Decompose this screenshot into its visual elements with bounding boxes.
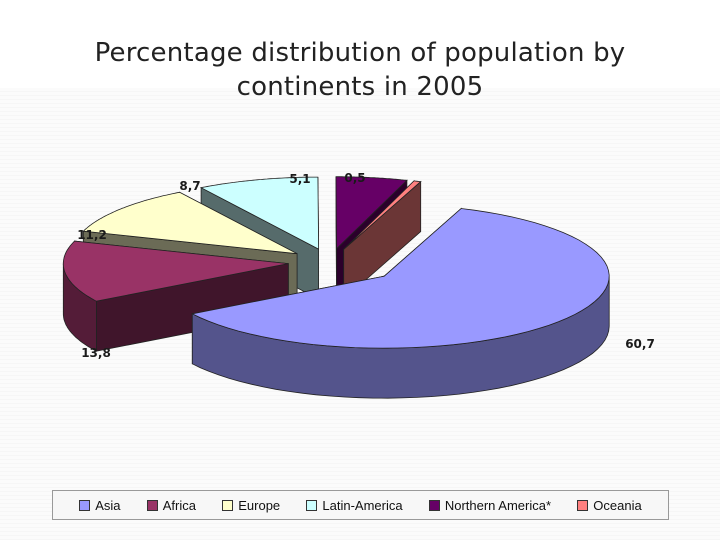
data-label: 5,1 (289, 172, 310, 186)
chart-title: Percentage distribution of population by… (94, 38, 626, 102)
legend-item: Oceania (577, 497, 642, 513)
legend-swatch (146, 499, 158, 511)
legend-item: Northern America* (428, 497, 552, 513)
legend-label: Latin-America (322, 497, 403, 513)
legend-swatch (428, 499, 440, 511)
pie-slice-asia (191, 208, 610, 349)
legend-label: Northern America* (444, 497, 552, 513)
legend-swatch (306, 499, 318, 511)
legend-item: Asia (79, 497, 121, 513)
pie-slice-northern-america (335, 176, 408, 250)
pie-slice-africa (62, 240, 289, 302)
data-label: 8,7 (179, 179, 200, 193)
legend-label: Europe (238, 497, 281, 513)
legend-label: Oceania (593, 497, 642, 513)
legend-label: Asia (95, 497, 121, 513)
legend-swatch (222, 499, 234, 511)
legend-item: Europe (222, 498, 280, 513)
legend-item: Africa (146, 497, 196, 513)
pie-slice-europe (82, 191, 298, 255)
data-label: 0,5 (344, 171, 365, 185)
data-label: 11,2 (77, 228, 107, 242)
chart-legend: Asia Africa Europe Latin-America Northern Am… (52, 490, 669, 520)
data-labels: 60,7 13,8 11,2 8,7 5,1 0,5 (77, 171, 655, 360)
legend-swatch (79, 499, 91, 511)
data-label: 60,7 (625, 337, 655, 351)
legend-label: Africa (162, 497, 196, 513)
pie-slice-oceania (343, 180, 422, 250)
pie-slice-latin-america (199, 176, 320, 250)
data-label: 13,8 (81, 346, 111, 360)
pie-slices (62, 176, 610, 349)
legend-swatch (577, 499, 589, 511)
legend-item: Latin-America (306, 497, 403, 513)
